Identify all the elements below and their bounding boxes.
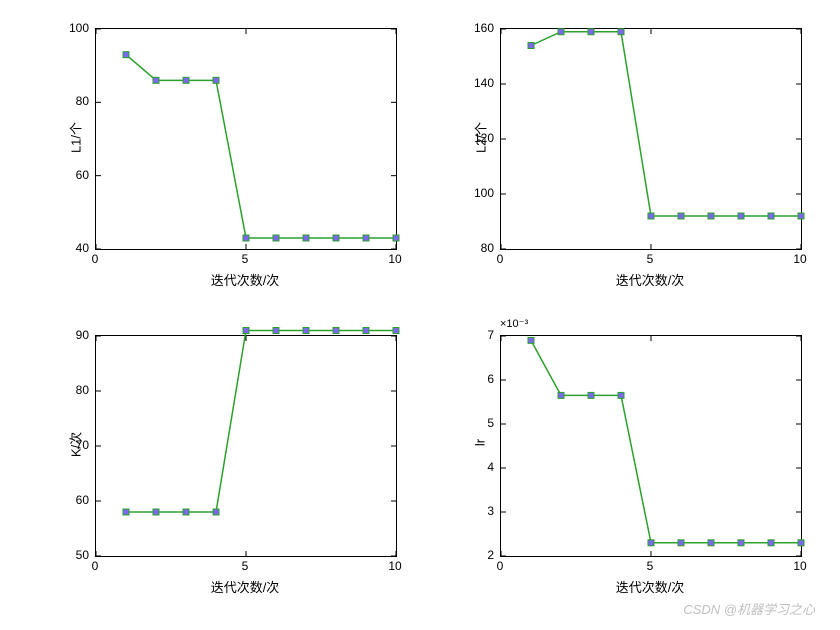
- series-L2: [501, 29, 801, 249]
- xtick-label: 0: [497, 252, 504, 266]
- ytick-label: 80: [76, 94, 89, 108]
- ytick-label: 70: [76, 438, 89, 452]
- ytick-label: 160: [474, 21, 494, 35]
- ytick-label: 3: [487, 504, 494, 518]
- watermark: CSDN @机器学习之心: [683, 599, 815, 618]
- ytick-label: 100: [69, 21, 89, 35]
- ytick-label: 4: [487, 460, 494, 474]
- ytick-label: 5: [487, 416, 494, 430]
- ytick-label: 40: [76, 241, 89, 255]
- ytick-label: 80: [481, 241, 494, 255]
- ytick-label: 50: [76, 548, 89, 562]
- ytick-label: 120: [474, 131, 494, 145]
- xtick-label: 5: [242, 252, 249, 266]
- xtick-label: 5: [242, 559, 249, 573]
- xtick-label: 0: [92, 559, 99, 573]
- subplot-lr: ×10⁻³ lr 迭代次数/次 0510234567: [500, 335, 800, 555]
- ytick-label: 6: [487, 372, 494, 386]
- ytick-label: 60: [76, 168, 89, 182]
- subplot-L2: L2/个 迭代次数/次 051080100120140160: [500, 28, 800, 248]
- plot-area-L2: [500, 28, 802, 250]
- ytick-label: 7: [487, 328, 494, 342]
- xlabel-L2: 迭代次数/次: [500, 270, 800, 289]
- subplot-K: K/次 迭代次数/次 05105060708090: [95, 335, 395, 555]
- xtick-label: 0: [497, 559, 504, 573]
- xtick-label: 5: [647, 559, 654, 573]
- series-lr: [501, 336, 801, 556]
- plot-area-L1: [95, 28, 397, 250]
- xtick-label: 5: [647, 252, 654, 266]
- exponent-lr: ×10⁻³: [500, 317, 528, 330]
- xtick-label: 0: [92, 252, 99, 266]
- ytick-label: 90: [76, 328, 89, 342]
- ytick-label: 2: [487, 548, 494, 562]
- ytick-label: 60: [76, 493, 89, 507]
- ylabel-lr: lr: [473, 413, 488, 473]
- xlabel-K: 迭代次数/次: [95, 577, 395, 596]
- ytick-label: 140: [474, 76, 494, 90]
- ylabel-L1: L1/个: [66, 108, 85, 168]
- subplot-L1: L1/个 迭代次数/次 0510406080100: [95, 28, 395, 248]
- xlabel-lr: 迭代次数/次: [500, 577, 800, 596]
- plot-area-lr: [500, 335, 802, 557]
- series-L1: [96, 29, 396, 249]
- xtick-label: 10: [388, 559, 401, 573]
- ytick-label: 80: [76, 383, 89, 397]
- xlabel-L1: 迭代次数/次: [95, 270, 395, 289]
- ytick-label: 100: [474, 186, 494, 200]
- series-K: [96, 336, 396, 556]
- xtick-label: 10: [793, 252, 806, 266]
- figure: L1/个 迭代次数/次 0510406080100 L2/个 迭代次数/次 05…: [0, 0, 840, 630]
- xtick-label: 10: [388, 252, 401, 266]
- plot-area-K: [95, 335, 397, 557]
- xtick-label: 10: [793, 559, 806, 573]
